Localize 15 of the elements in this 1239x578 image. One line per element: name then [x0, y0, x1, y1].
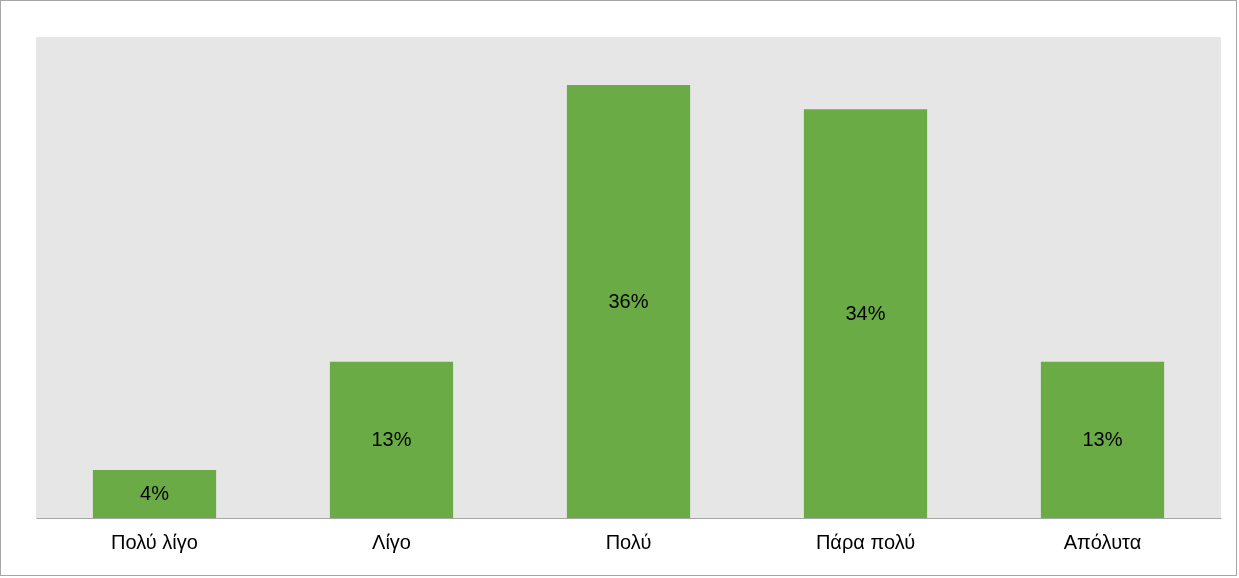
x-tick-label: Λίγο: [372, 530, 411, 553]
bar: [1040, 361, 1165, 518]
bar: [803, 109, 928, 518]
x-tick-label: Πολύ: [605, 530, 652, 553]
x-tick-label: Πολύ λίγο: [111, 530, 198, 553]
data-label: 36%: [608, 289, 649, 312]
data-label: 13%: [1082, 427, 1123, 450]
x-tick-label: Απόλυτα: [1063, 530, 1142, 553]
bar: [566, 85, 691, 518]
data-label: 34%: [845, 301, 886, 324]
data-label: 13%: [371, 427, 412, 450]
data-label: 4%: [140, 481, 170, 504]
bar: [329, 361, 454, 518]
bar: [92, 469, 217, 518]
x-tick-label: Πάρα πολύ: [815, 530, 916, 553]
